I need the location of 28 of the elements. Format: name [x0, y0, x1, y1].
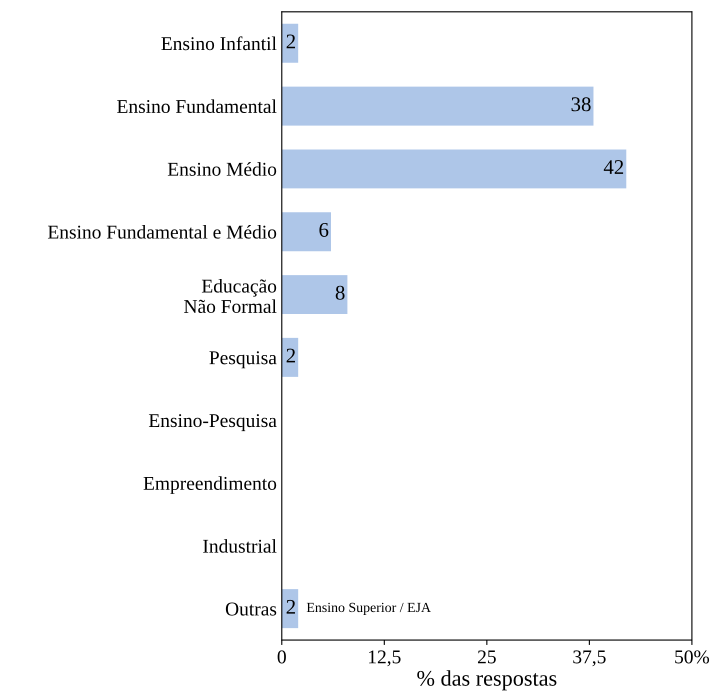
y-tick-label: Ensino-Pesquisa [148, 414, 277, 432]
y-tick-label: Ensino Médio [168, 162, 276, 176]
x-axis-title: % das respostas [417, 670, 556, 690]
data-label: 38 [572, 97, 591, 112]
data-label: 42 [604, 160, 624, 174]
x-tick-label: 50% [675, 650, 710, 664]
y-tick-label: Educação Não Formal [184, 278, 277, 314]
bar [282, 149, 626, 188]
bar [282, 212, 331, 252]
bar [282, 275, 348, 314]
y-tick-label: Industrial [203, 539, 277, 553]
data-label: 2 [286, 348, 295, 362]
y-tick-label: Pesquisa [209, 351, 277, 368]
x-tick-label: 37,5 [573, 650, 606, 666]
data-label: 2 [286, 600, 295, 614]
annotation: Ensino Superior / EJA [306, 602, 431, 615]
y-tick-label: Empreendimento [144, 476, 276, 494]
y-tick-label: Ensino Infantil [161, 36, 277, 50]
y-tick-label: Outras [226, 602, 276, 616]
x-tick-label: 0 [278, 650, 286, 664]
data-label: 2 [286, 34, 295, 48]
x-tick-label: 12,5 [369, 650, 401, 666]
y-tick-label: Ensino Fundamental [117, 99, 277, 114]
data-label: 6 [319, 222, 328, 237]
bar [282, 86, 594, 126]
x-tick-label: 25 [478, 650, 496, 664]
data-label: 8 [336, 286, 345, 300]
y-tick-label: Ensino Fundamental e Médio [48, 224, 276, 239]
